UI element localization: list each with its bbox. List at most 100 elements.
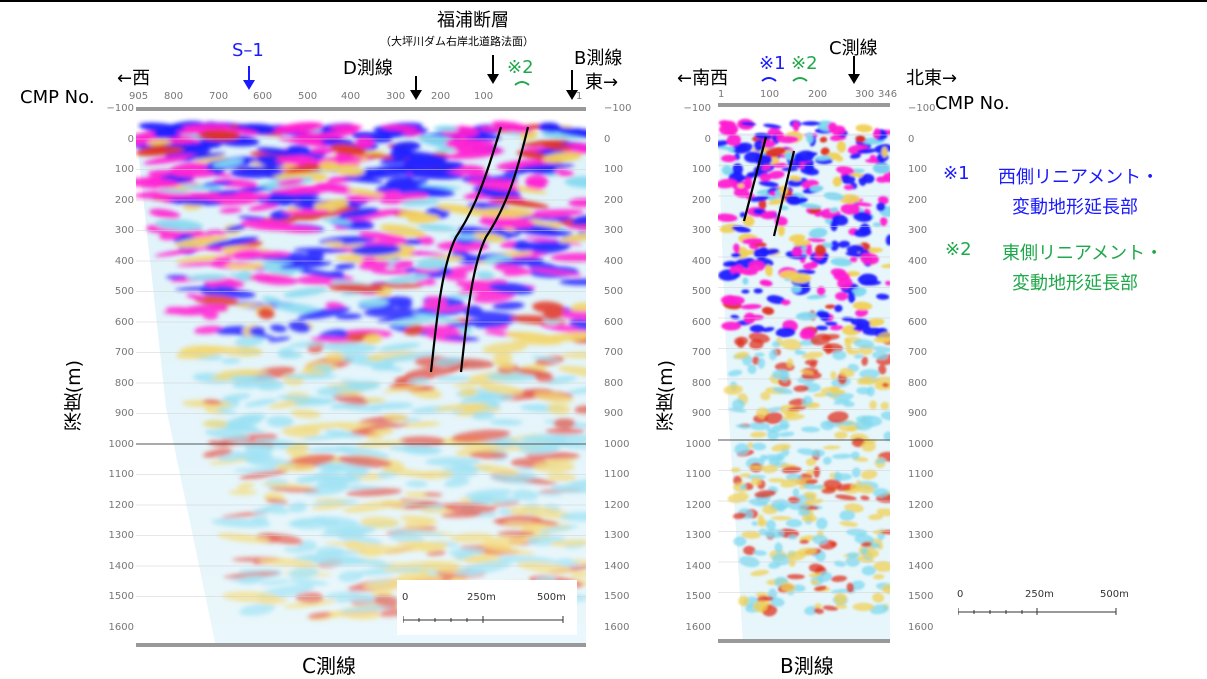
depth-tick: 900: [604, 408, 624, 419]
depth-tick: 200: [114, 194, 134, 206]
depth-tick: 300: [908, 225, 928, 236]
depth-tick: −100: [908, 103, 936, 114]
scale-left-250: 250m: [467, 592, 496, 603]
depth-axis-label-left: 深度(m): [63, 360, 85, 432]
mark1-right: ※1: [759, 53, 786, 74]
depth-axis-label-right: 深度(m): [655, 360, 677, 432]
depth-tick: 500: [604, 286, 624, 297]
depth-tick: 900: [691, 408, 711, 419]
depth-tick: 1600: [908, 621, 934, 633]
cmp-label-left: CMP No.: [20, 87, 95, 108]
scale-left-500: 500m: [537, 592, 566, 603]
c-line-label: C測線: [829, 38, 878, 59]
fault-subtitle: （大坪川ダム右岸北道路法面）: [380, 35, 534, 48]
scale-bar-left: 0 250m 500m: [397, 580, 577, 635]
depth-tick: 400: [114, 255, 134, 267]
legend-note2-line2: 変動地形延長部: [1012, 273, 1138, 294]
depth-tick: 800: [691, 377, 711, 389]
depth-tick: 600: [908, 316, 928, 328]
depth-tick: 500: [908, 286, 928, 297]
depth-tick: 400: [908, 255, 928, 267]
southwest-label: ←南西: [677, 68, 729, 89]
depth-tick: 1200: [108, 499, 134, 511]
cmp-label-right: CMP No.: [935, 93, 1010, 114]
depth-tick: 500: [691, 286, 711, 297]
depth-tick: 800: [908, 377, 928, 389]
depth-tick: 1600: [108, 621, 134, 633]
cmp-tick: 200: [431, 91, 451, 102]
depth-tick: 700: [604, 347, 624, 358]
depth-tick: 900: [908, 408, 928, 419]
depth-tick: 1400: [108, 560, 134, 572]
seismic-section-b: [718, 103, 890, 643]
east-label: 東→: [585, 72, 619, 93]
d-line-label: D測線: [343, 58, 393, 79]
depth-tick: 100: [908, 164, 928, 175]
depth-tick: 600: [604, 316, 624, 328]
depth-tick: 0: [127, 133, 134, 145]
depth-tick: 900: [114, 408, 134, 419]
legend-note1-line2: 変動地形延長部: [1012, 197, 1138, 218]
depth-tick: 1200: [908, 499, 934, 511]
depth-tick: 0: [704, 133, 711, 145]
cmp-tick: 100: [474, 91, 494, 102]
cmp-tick: 600: [253, 91, 273, 102]
cmp-tick: 346: [878, 89, 898, 100]
depth-tick: 1100: [604, 469, 630, 480]
section-b-label: B測線: [780, 654, 834, 678]
cmp-tick: 300: [386, 91, 406, 102]
depth-tick: 1300: [685, 530, 711, 541]
b-line-label: B測線: [574, 48, 623, 69]
depth-tick: 500: [114, 286, 134, 297]
depth-tick: 300: [114, 225, 134, 236]
depth-tick: 300: [691, 225, 711, 236]
s1-label: S–1: [232, 40, 264, 61]
cmp-tick: 800: [164, 91, 184, 102]
depth-tick: 1300: [604, 530, 630, 541]
scale-left-0: 0: [402, 592, 409, 603]
depth-tick: 300: [604, 225, 624, 236]
depth-tick: 200: [908, 194, 928, 206]
seismic-image-b: [718, 103, 890, 643]
cmp-tick: 200: [808, 89, 828, 100]
scale-bar-right: 0 250m 500m: [955, 586, 1135, 626]
depth-tick: −100: [683, 103, 711, 114]
depth-tick: 1200: [604, 499, 630, 511]
depth-tick: 400: [691, 255, 711, 267]
depth-tick: 1100: [685, 469, 711, 480]
depth-tick: 100: [691, 164, 711, 175]
depth-tick: 700: [114, 347, 134, 358]
mark2-left: ※2: [507, 57, 534, 78]
depth-tick: 1000: [108, 438, 134, 450]
legend-note1-line1: 西側リニアメント・: [998, 167, 1160, 188]
depth-tick: 700: [691, 347, 711, 358]
northeast-label: 北東→: [906, 68, 958, 89]
cmp-tick: 700: [209, 91, 229, 102]
depth-tick: 1000: [685, 438, 711, 450]
depth-tick: 1100: [108, 469, 134, 480]
depth-tick: 1500: [685, 591, 711, 602]
depth-tick: 600: [114, 316, 134, 328]
depth-tick: 1600: [604, 621, 630, 633]
depth-tick: 800: [604, 377, 624, 389]
depth-tick: 700: [908, 347, 928, 358]
legend-note1-mark: ※1: [943, 163, 970, 184]
depth-tick: 800: [114, 377, 134, 389]
cmp-tick: 905: [129, 91, 149, 102]
depth-tick: 100: [114, 164, 134, 175]
section-c-label: C測線: [302, 654, 356, 678]
depth-tick: 1100: [908, 469, 934, 480]
depth-tick: −100: [106, 103, 134, 114]
depth-tick: 1000: [604, 438, 630, 450]
seismic-section-c: [136, 107, 586, 647]
depth-tick: 100: [604, 164, 624, 175]
cmp-tick: 1: [718, 89, 725, 100]
cmp-tick: 400: [341, 91, 361, 102]
cmp-tick: 100: [760, 89, 780, 100]
depth-tick: 1500: [604, 591, 630, 602]
legend-note2-line1: 東側リニアメント・: [1002, 243, 1164, 264]
cmp-tick: 500: [298, 91, 318, 102]
cmp-tick: 300: [855, 89, 875, 100]
depth-tick: 1500: [108, 591, 134, 602]
